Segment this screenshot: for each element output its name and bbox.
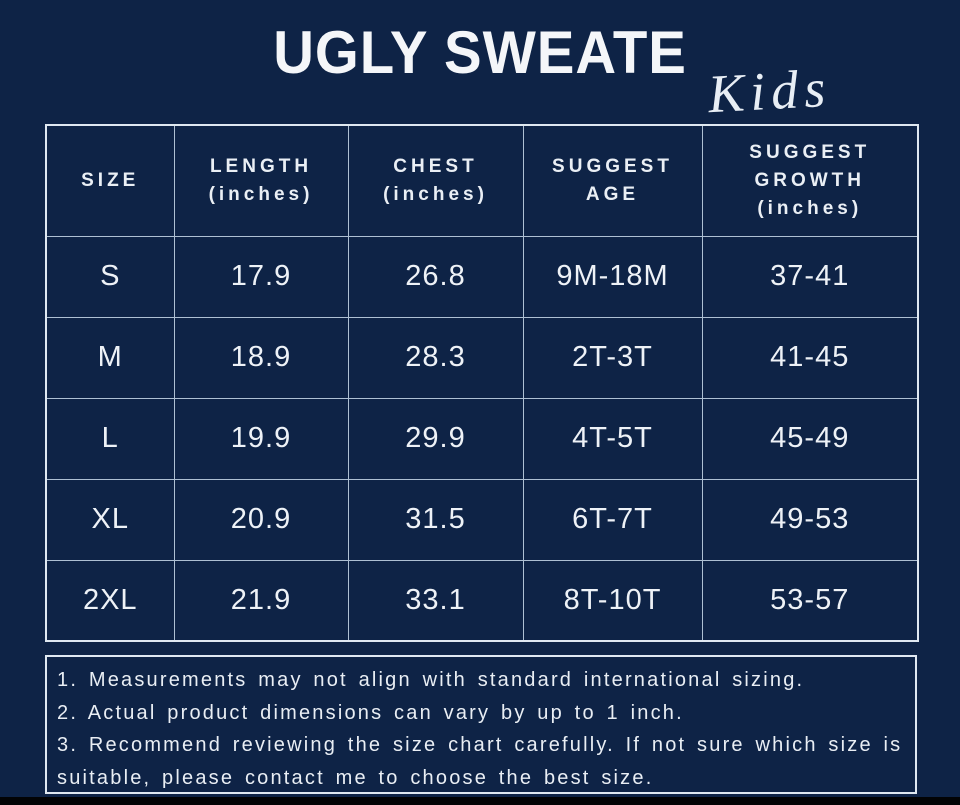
cell-length: 18.9 <box>173 316 349 399</box>
table-row-s: S 17.9 26.8 9M-18M 37-41 <box>45 235 919 318</box>
cell-size: XL <box>45 478 175 561</box>
cell-chest: 33.1 <box>347 559 524 642</box>
size-chart-table: SIZE LENGTH (inches) CHEST (inches) SUGG… <box>45 124 919 642</box>
cell-age: 6T-7T <box>522 478 703 561</box>
cell-chest: 31.5 <box>347 478 524 561</box>
cell-length: 20.9 <box>173 478 349 561</box>
cell-size: S <box>45 235 175 318</box>
table-row-xl: XL 20.9 31.5 6T-7T 49-53 <box>45 478 919 561</box>
table-row-l: L 19.9 29.9 4T-5T 45-49 <box>45 397 919 480</box>
note-1: 1. Measurements may not align with stand… <box>57 669 805 691</box>
cell-age: 4T-5T <box>522 397 703 480</box>
cell-size: 2XL <box>45 559 175 642</box>
cell-length: 17.9 <box>173 235 349 318</box>
kids-script-label: Kids <box>706 57 833 125</box>
table-row-2xl: 2XL 21.9 33.1 8T-10T 53-57 <box>45 559 919 642</box>
cell-chest: 26.8 <box>347 235 524 318</box>
cell-growth: 49-53 <box>701 478 919 561</box>
bottom-edge-strip <box>0 797 960 805</box>
table-header-row: SIZE LENGTH (inches) CHEST (inches) SUGG… <box>45 124 919 237</box>
cell-size: M <box>45 316 175 399</box>
note-2: 2. Actual product dimensions can vary by… <box>57 701 684 724</box>
cell-growth: 53-57 <box>701 559 919 642</box>
cell-length: 21.9 <box>173 559 349 642</box>
cell-growth: 45-49 <box>701 397 919 480</box>
cell-size: L <box>45 397 175 480</box>
header-chest: CHEST (inches) <box>347 124 524 237</box>
header-suggest-age: SUGGEST AGE <box>522 124 703 237</box>
cell-length: 19.9 <box>173 397 349 480</box>
page-title: UGLY SWEATE <box>273 19 687 86</box>
cell-chest: 29.9 <box>347 397 524 480</box>
cell-growth: 37-41 <box>701 235 919 318</box>
cell-growth: 41-45 <box>701 316 919 399</box>
notes-box: 1. Measurements may not align with stand… <box>45 655 917 794</box>
note-3: 3. Recommend reviewing the size chart ca… <box>57 734 903 789</box>
header-size: SIZE <box>45 124 175 237</box>
cell-chest: 28.3 <box>347 316 524 399</box>
cell-age: 8T-10T <box>522 559 703 642</box>
cell-age: 9M-18M <box>522 235 703 318</box>
header-suggest-growth: SUGGEST GROWTH (inches) <box>701 124 919 237</box>
header-length: LENGTH (inches) <box>173 124 349 237</box>
table-row-m: M 18.9 28.3 2T-3T 41-45 <box>45 316 919 399</box>
cell-age: 2T-3T <box>522 316 703 399</box>
